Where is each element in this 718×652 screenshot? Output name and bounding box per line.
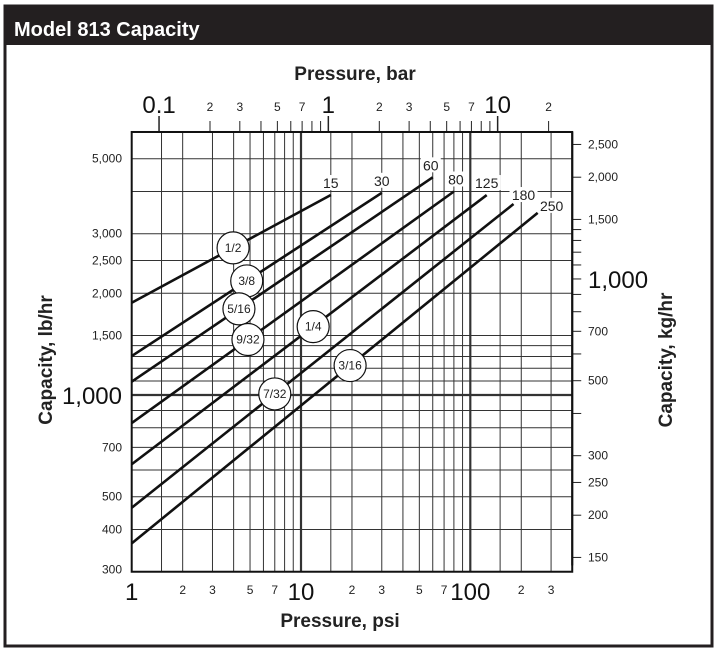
x2-tick-label: 3 [406,100,413,114]
label-background [371,172,392,188]
x-tick-label: 10 [288,579,315,606]
orifice-circle [258,377,292,411]
x2-tick-label: 7 [299,100,306,114]
orifice-label: 5/16 [227,302,251,316]
orifice-label: 1/2 [225,241,242,255]
x-tick-label: 7 [271,583,278,597]
x2-tick-label: 7 [468,100,475,114]
label-background [320,175,341,191]
max-pressure-label: 125 [475,175,499,191]
x-tick-label: 7 [441,583,448,597]
y2-tick-label: 1,000 [588,267,648,294]
orifice-label: 1/4 [305,320,322,334]
x2-tick-label: 5 [443,100,450,114]
x-axis-title: Pressure, psi [280,611,399,632]
max-pressure-label: 30 [374,173,390,189]
x-tick-label: 3 [378,583,385,597]
series-line-9-32 [130,190,455,425]
x-tick-label: 2 [179,583,186,597]
y2-tick-label: 150 [588,550,608,564]
orifice-circle [333,348,367,383]
series-line-7-32 [130,203,515,509]
y2-tick-label: 500 [588,374,608,388]
y-tick-label: 400 [102,523,122,537]
x2-tick-label: 5 [274,100,281,114]
x-tick-label: 3 [548,583,555,597]
y-tick-label: 1,000 [62,383,122,410]
x-tick-label: 2 [349,583,356,597]
max-pressure-label: 250 [540,198,564,214]
x2-tick-label: 3 [236,100,243,114]
orifice-circle [216,231,250,265]
chart-title: Model 813 Capacity [14,19,201,41]
y-tick-label: 2,500 [92,253,122,267]
x-tick-label: 1 [125,579,138,606]
x2-tick-label: 2 [207,100,214,114]
y-tick-label: 5,000 [92,152,122,166]
label-background [472,175,501,191]
orifice-label: 3/16 [338,359,362,373]
y-tick-label: 500 [102,490,122,504]
series-line-5-16 [130,176,434,383]
orifice-circle [231,322,265,357]
y2-tick-label: 2,500 [588,137,618,151]
label-background [420,157,441,173]
y-tick-label: 1,500 [92,328,122,342]
y2-tick-label: 250 [588,475,608,489]
label-background [445,171,466,187]
y2-tick-label: 2,000 [588,170,618,184]
x-tick-label: 5 [247,583,254,597]
y2-tick-label: 200 [588,508,608,522]
orifice-circle [222,292,256,326]
max-pressure-label: 180 [512,187,536,203]
x-tick-label: 5 [416,583,423,597]
label-background [509,187,538,203]
series-lines: 15 1/2 30 3/8 60 5/16 80 9/32 125 1/4 180 7/32 250 3/… [130,157,566,545]
x2-axis-title: Pressure, bar [294,64,416,85]
y-tick-label: 700 [102,440,122,454]
y-axis-title: Capacity, lb/hr [36,295,57,425]
orifice-label: 7/32 [263,387,287,401]
y2-axis-title: Capacity, kg/hr [656,292,677,427]
max-pressure-label: 60 [423,157,439,173]
y2-tick-label: 700 [588,324,608,338]
series-line-3-16 [130,211,539,545]
max-pressure-label: 80 [448,172,464,188]
label-background [537,197,566,213]
orifice-label: 3/8 [238,274,255,288]
x2-tick-label: 2 [545,100,552,114]
x2-tick-label: 2 [376,100,383,114]
y2-tick-label: 1,500 [588,212,618,226]
y2-tick-label: 300 [588,449,608,463]
x2-tick-label: 0.1 [142,92,175,119]
x-tick-label: 2 [518,583,525,597]
x-tick-label: 3 [209,583,216,597]
y-tick-label: 2,000 [92,286,122,300]
y-tick-label: 3,000 [92,227,122,241]
orifice-circle [296,310,330,344]
y-tick-label: 300 [102,563,122,577]
max-pressure-label: 15 [323,175,339,191]
orifice-label: 9/32 [236,333,260,347]
title-bar [5,6,712,45]
x2-tick-label: 10 [484,92,511,119]
x2-tick-label: 1 [322,92,335,119]
axes: 1 2 3 5 7 10 2 3 5 7 100 2 30.1 2 3 5 7 1 2 3 5 7 10 25,0003,00… [62,92,648,606]
x-tick-label: 100 [450,579,490,606]
